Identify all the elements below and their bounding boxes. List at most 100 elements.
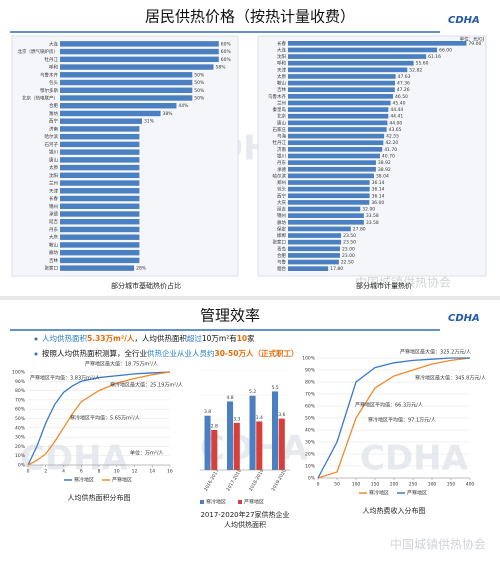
y-tick-label: 唐山 [49, 156, 58, 163]
legend-label: 寒冷地区 [74, 477, 94, 484]
y-tick-label: 鞍山 [49, 241, 58, 248]
y-tick-label: 鄂尔多斯 [40, 87, 58, 94]
y-tick-label: 10% [305, 464, 316, 470]
value-label: 61.16 [428, 54, 441, 60]
y-tick-label: 济南 [277, 146, 286, 153]
y-tick-label: 80% [15, 388, 26, 394]
bar [288, 87, 395, 93]
bar [60, 48, 219, 55]
y-tick-label: 大连 [49, 40, 58, 47]
caption: 2017-2020年27家供热企业 [200, 510, 289, 519]
bar [288, 67, 408, 73]
series-line [27, 371, 171, 466]
bar [227, 401, 234, 470]
bar [288, 54, 427, 59]
bar [60, 172, 140, 179]
bar [60, 141, 140, 148]
bar [288, 160, 376, 165]
bullet-part: 10万m²有 [202, 333, 237, 343]
value-label: 17.80 [330, 266, 343, 272]
annotation: 寒冷地区平均值：97.1万元/人 [368, 417, 436, 424]
y-tick-label: 50% [305, 416, 316, 422]
value-label: 28% [136, 266, 147, 272]
bullet-dot [34, 337, 38, 341]
chart-panel [11, 35, 239, 277]
bar [60, 219, 140, 225]
bar [288, 233, 342, 238]
value-label: 3.4 [256, 415, 263, 421]
bar [60, 242, 140, 248]
y-tick-label: 长春 [49, 195, 58, 202]
caption: 部分城市计量热价 [356, 281, 412, 290]
y-tick-label: 乌鲁木齐 [268, 93, 286, 100]
y-tick-label: 100% [12, 370, 26, 376]
y-tick-label: 40% [305, 428, 316, 434]
bar [60, 234, 140, 240]
y-tick-label: 合肥 [277, 252, 286, 259]
y-tick-label: 北京 [277, 113, 286, 120]
bar [288, 60, 414, 66]
bar [60, 188, 140, 194]
x-tick-label: 12 [132, 469, 138, 475]
bar [60, 203, 140, 209]
bar [288, 47, 438, 53]
value-label: 44.44 [390, 107, 403, 113]
annotation: 严寒地区平均值：3.83万m²/人 [30, 375, 100, 382]
bar [288, 180, 370, 185]
y-tick-label: 30% [15, 435, 26, 441]
watermark-org: 中国城镇供热协会 [355, 275, 451, 290]
y-tick-label: 大连 [277, 46, 286, 53]
bar [288, 107, 389, 112]
x-tick-label: 100 [352, 482, 361, 488]
x-tick-label: 50 [334, 482, 340, 488]
y-tick-label: 吉林 [49, 257, 58, 264]
y-tick-label: 银川 [277, 153, 286, 160]
value-label: 47.26 [397, 87, 410, 93]
y-tick-label: 青岛 [277, 245, 286, 252]
divider [0, 296, 500, 300]
y-tick-label: 牡丹江 [45, 56, 59, 63]
annotation: 严寒地区平均值：66.3万元/人 [355, 402, 423, 409]
bullet-part: 超过 [187, 333, 202, 343]
bar [288, 226, 351, 232]
y-tick-label: 乌海 [277, 133, 286, 140]
bar [288, 246, 340, 252]
logo: CDHA [448, 15, 480, 26]
bar [288, 94, 394, 99]
y-tick-label: 牡丹江 [273, 139, 287, 146]
value-label: 50% [194, 88, 205, 94]
bar [60, 180, 140, 186]
y-tick-label: 保定 [277, 225, 286, 232]
bar [288, 239, 342, 245]
value-label: 27.80 [353, 226, 366, 232]
y-tick-label: 吉林 [277, 86, 286, 93]
y-tick-label: 丹东 [49, 226, 58, 233]
bar [288, 40, 467, 46]
bullet-part: 5.33万m²/人 [87, 334, 135, 343]
bar [288, 266, 329, 272]
y-tick-label: 兰州 [277, 99, 286, 106]
value-label: 79.00 [468, 41, 481, 47]
bar [288, 133, 385, 139]
value-label: 42.20 [385, 140, 398, 146]
x-tick-label: 2 [44, 469, 47, 475]
bar [60, 64, 214, 70]
value-label: 43.65 [389, 127, 402, 133]
value-label: 44% [178, 103, 189, 109]
bar [288, 173, 374, 179]
bar [288, 113, 389, 119]
bullet-part: 按照人均供热面积测算，全行业 [42, 348, 147, 358]
value-label: 38.92 [378, 160, 391, 166]
slide-title: 居民供热价格（按热计量收费） [145, 8, 355, 26]
caption: 人均供热面积分布图 [68, 493, 131, 502]
bar [288, 259, 339, 265]
y-tick-label: 郑州 [277, 179, 286, 186]
y-tick-label: 沈阳 [49, 172, 58, 179]
bar [288, 219, 364, 225]
bullet-part: 30-50万人（正式职工） [215, 348, 299, 358]
value-label: 60% [221, 41, 232, 47]
watermark: CDHA [360, 439, 469, 479]
value-label: 38% [163, 111, 174, 117]
bullet-part: 10 [237, 334, 247, 343]
y-tick-label: 潍坊 [49, 110, 58, 117]
